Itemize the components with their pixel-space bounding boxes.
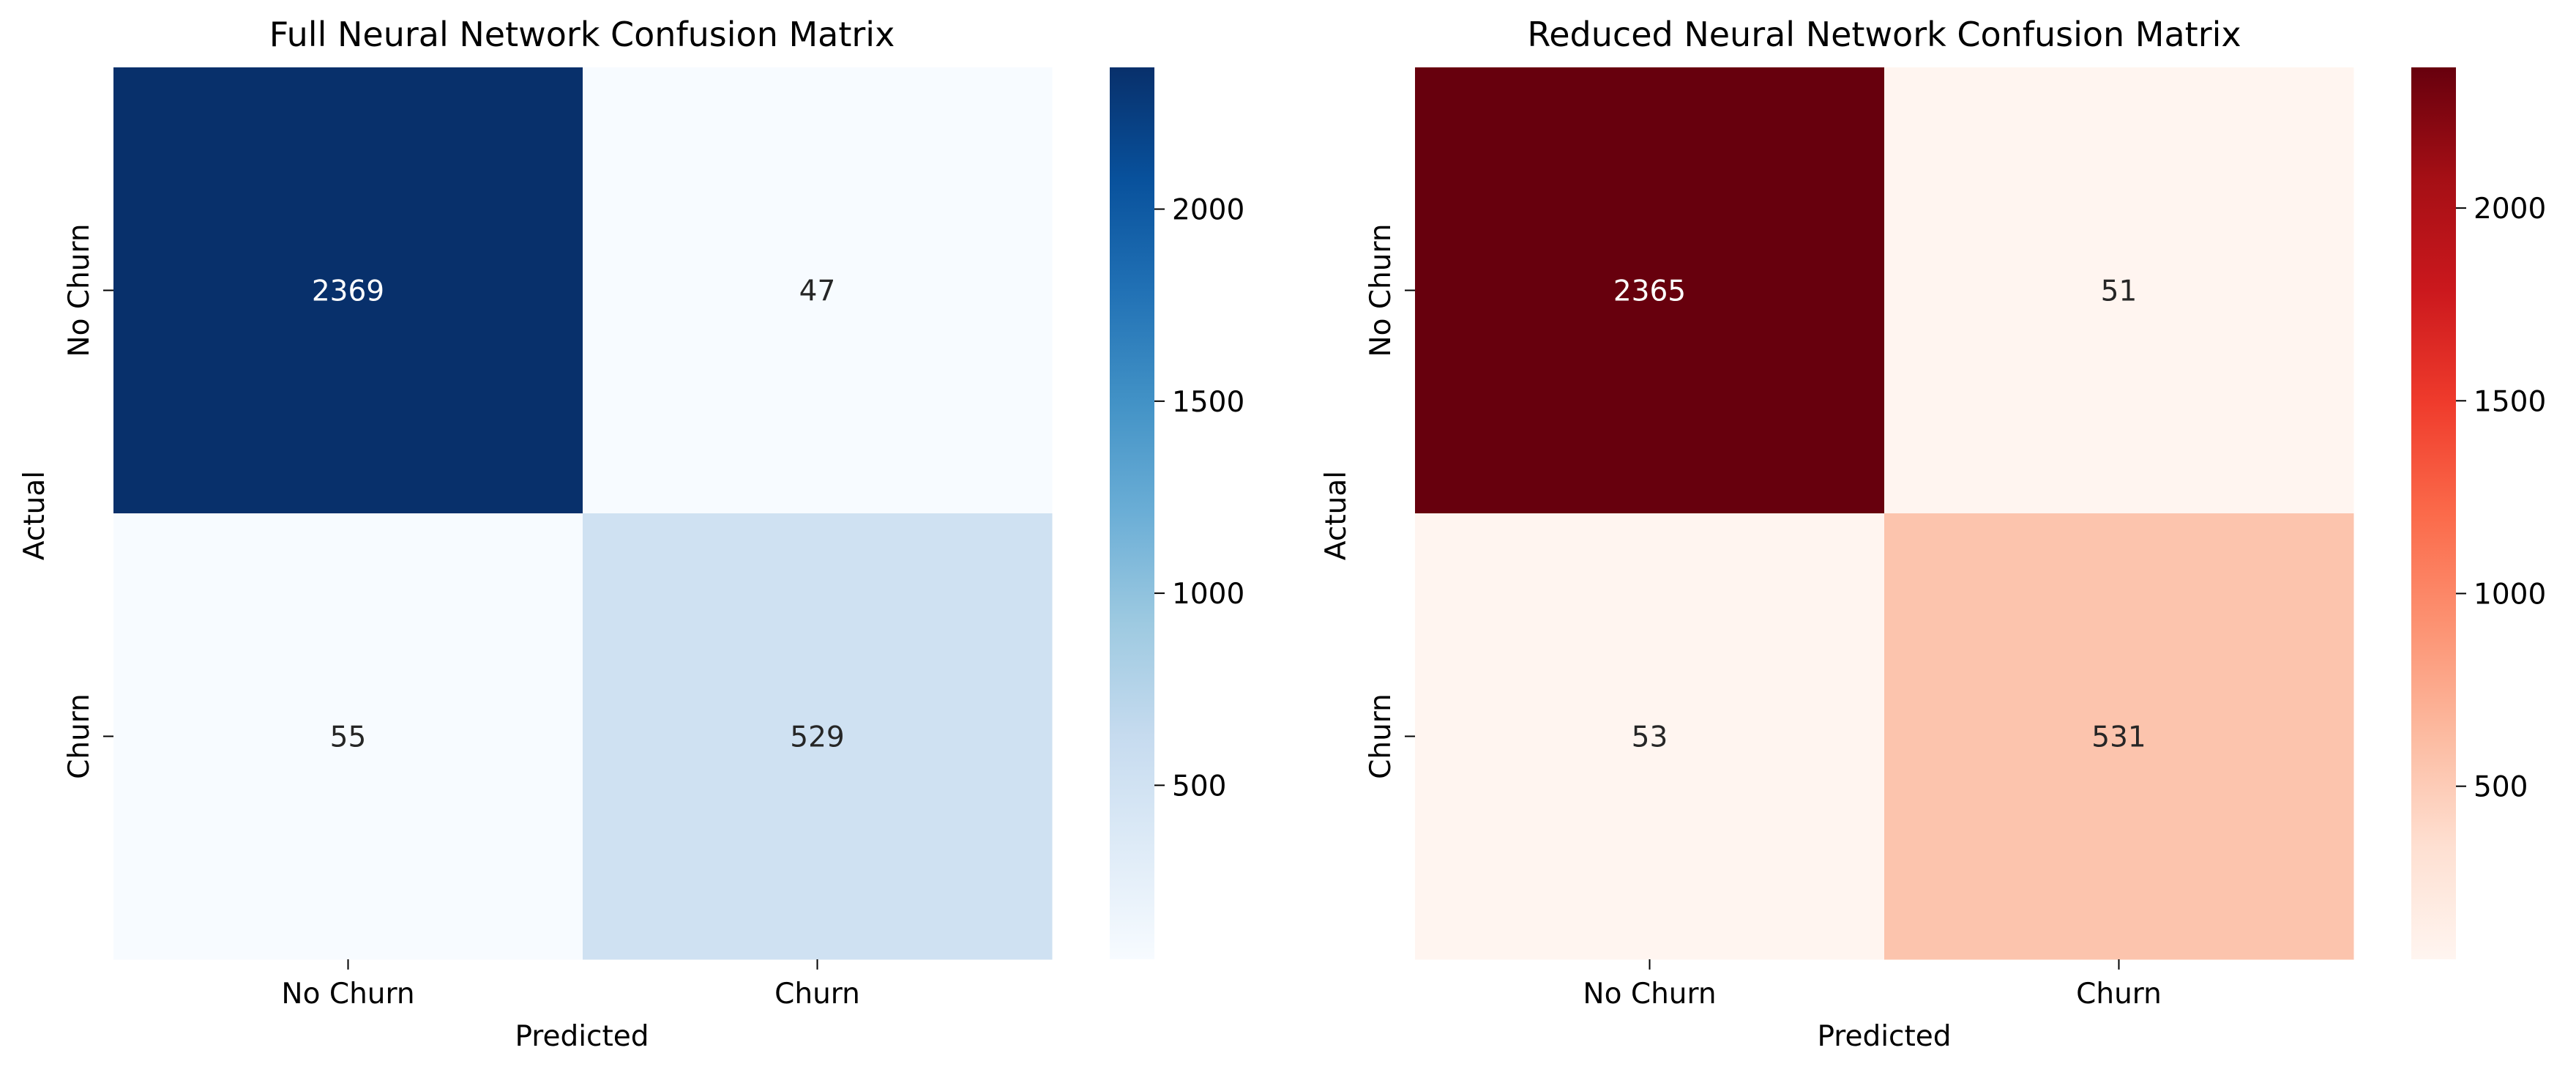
x-axis: No Churn Churn: [1583, 959, 2162, 1011]
y-tick-label: Churn: [63, 693, 96, 779]
cell-value-label: 55: [330, 721, 367, 754]
colorbar-tick-label: 1500: [1172, 386, 1244, 419]
heatmap-cell: [1884, 513, 2354, 960]
heatmap-cells: 2369 47 55 529: [113, 67, 1053, 960]
x-tick-label: Churn: [2076, 978, 2162, 1011]
x-axis-label: Predicted: [515, 1020, 649, 1053]
x-tick-label: No Churn: [1583, 978, 1716, 1011]
x-tick-label: Churn: [774, 978, 860, 1011]
heatmap-cell: [113, 513, 583, 960]
y-tick-label: Churn: [1364, 693, 1397, 779]
cell-value-label: 531: [2091, 721, 2146, 754]
cell-value-label: 2365: [1613, 275, 1686, 308]
cell-value-label: 529: [790, 721, 844, 754]
colorbar-ticks: 500 1000 1500 2000: [1154, 194, 1244, 803]
y-axis-label: Actual: [18, 471, 51, 560]
chart-title: Reduced Neural Network Confusion Matrix: [1527, 15, 2241, 54]
colorbar-ticks: 500 1000 1500 2000: [2456, 193, 2546, 804]
heatmap-cell: [1415, 67, 1885, 514]
x-axis: No Churn Churn: [281, 959, 860, 1011]
colorbar-tick-label: 1000: [2474, 578, 2546, 611]
heatmap-cell: [1415, 513, 1885, 960]
heatmap-cell: [583, 67, 1053, 514]
x-tick-label: No Churn: [281, 978, 414, 1011]
heatmap-cell: [113, 67, 583, 514]
colorbar-tick-label: 1500: [2474, 385, 2546, 418]
panel-reduced-network: Reduced Neural Network Confusion Matrix …: [1320, 15, 2546, 1053]
y-axis: No Churn Churn: [63, 223, 113, 779]
heatmap-cell: [1884, 67, 2354, 514]
cell-value-label: 51: [2101, 275, 2138, 308]
colorbar-tick-label: 2000: [2474, 193, 2546, 226]
colorbar-tick-label: 1000: [1172, 578, 1244, 611]
panel-full-network: Full Neural Network Confusion Matrix 236…: [18, 15, 1244, 1053]
cell-value-label: 53: [1632, 721, 1668, 754]
colorbar: [1110, 67, 1154, 959]
cell-value-label: 47: [799, 275, 836, 308]
y-tick-label: No Churn: [1364, 223, 1397, 357]
chart-title: Full Neural Network Confusion Matrix: [269, 15, 895, 54]
y-tick-label: No Churn: [63, 223, 96, 357]
heatmap-cell: [583, 513, 1053, 960]
heatmap-cells: 2365 51 53 531: [1415, 67, 2354, 960]
cell-value-label: 2369: [312, 275, 384, 308]
colorbar-tick-label: 500: [2474, 771, 2528, 804]
x-axis-label: Predicted: [1817, 1020, 1951, 1053]
colorbar-tick-label: 2000: [1172, 194, 1244, 227]
colorbar: [2411, 67, 2456, 959]
y-axis: No Churn Churn: [1364, 223, 1415, 779]
y-axis-label: Actual: [1320, 471, 1353, 560]
colorbar-tick-label: 500: [1172, 770, 1226, 803]
